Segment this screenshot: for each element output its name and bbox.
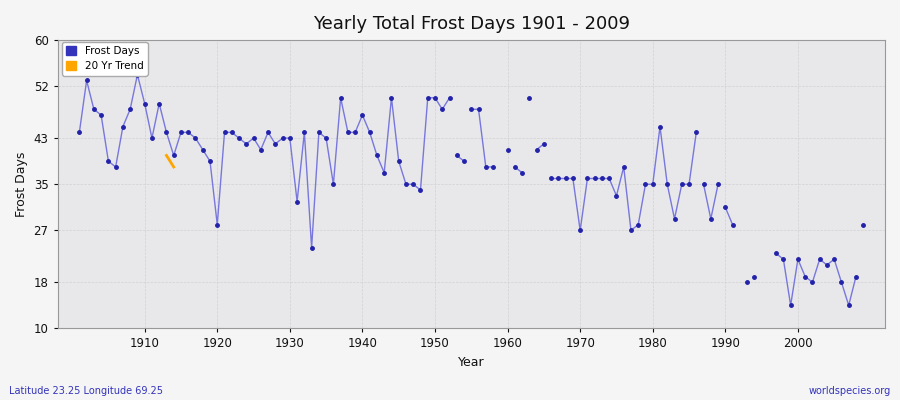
Text: Latitude 23.25 Longitude 69.25: Latitude 23.25 Longitude 69.25 — [9, 386, 163, 396]
Text: worldspecies.org: worldspecies.org — [809, 386, 891, 396]
X-axis label: Year: Year — [458, 356, 484, 369]
Title: Yearly Total Frost Days 1901 - 2009: Yearly Total Frost Days 1901 - 2009 — [313, 15, 630, 33]
Y-axis label: Frost Days: Frost Days — [15, 152, 28, 217]
Legend: Frost Days, 20 Yr Trend: Frost Days, 20 Yr Trend — [62, 42, 148, 76]
